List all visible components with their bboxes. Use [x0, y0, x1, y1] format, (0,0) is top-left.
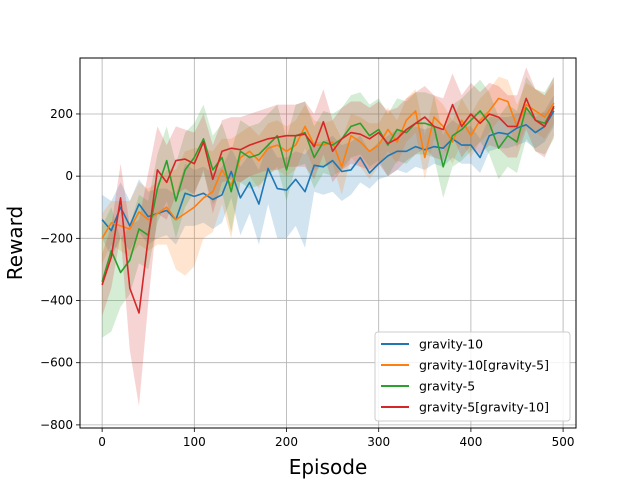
y-tick-label: −800: [40, 418, 73, 432]
band-gravity-10[gravity-5]: [102, 76, 554, 276]
band-gravity-10: [102, 95, 554, 257]
y-axis-title: Reward: [3, 206, 27, 280]
y-tick-label: −600: [40, 356, 73, 370]
line-gravity-5: [101, 106, 555, 283]
y-axis-ticks: −800 −600 −400 −200 0 200: [40, 107, 80, 432]
legend-box: [374, 331, 571, 422]
legend-label: gravity-5[gravity-10]: [419, 400, 549, 415]
x-axis-ticks: 0 100 200 300 400 500: [98, 428, 575, 449]
y-tick-label: 200: [50, 107, 73, 121]
line-gravity-10: [101, 110, 555, 232]
y-tick-label: −400: [40, 294, 73, 308]
x-tick-label: 100: [183, 435, 206, 449]
x-tick-label: 200: [275, 435, 298, 449]
legend-label: gravity-10[gravity-5]: [419, 358, 549, 373]
x-tick-label: 300: [367, 435, 390, 449]
confidence-bands: [102, 67, 554, 407]
line-gravity-5[gravity-10]: [101, 97, 555, 314]
x-tick-label: 400: [459, 435, 482, 449]
legend: gravity-10 gravity-10[gravity-5] gravity-5…: [374, 331, 571, 422]
legend-label: gravity-5: [419, 379, 475, 394]
y-tick-label: −200: [40, 231, 73, 245]
x-tick-label: 0: [98, 435, 106, 449]
band-gravity-5: [102, 76, 554, 338]
x-axis-title: Episode: [289, 455, 368, 479]
plot-frame: [79, 57, 577, 429]
legend-label: gravity-10: [419, 337, 483, 352]
y-tick-label: 0: [65, 169, 73, 183]
series-lines: [101, 97, 555, 314]
x-tick-label: 500: [552, 435, 575, 449]
band-gravity-5[gravity-10]: [102, 67, 554, 407]
